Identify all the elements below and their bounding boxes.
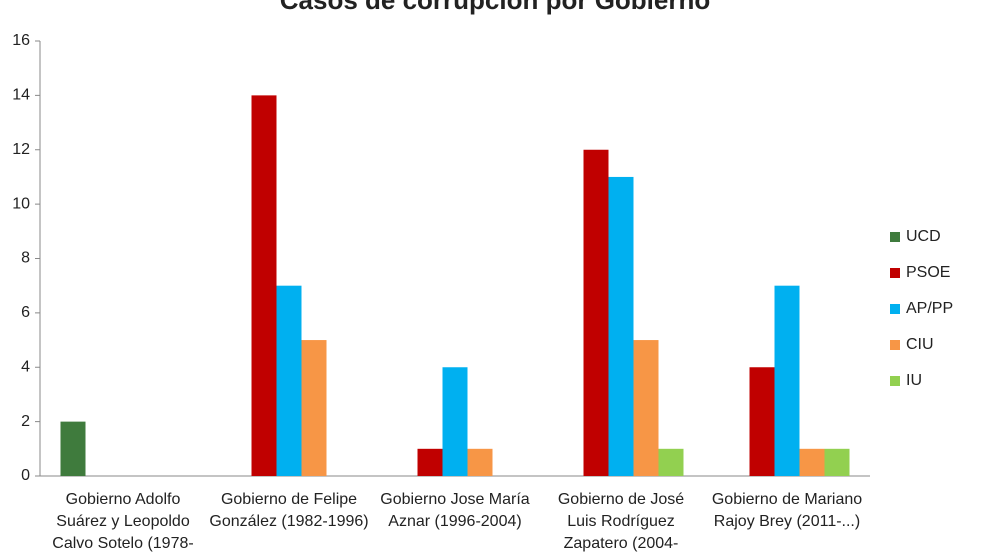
x-tick-label: Gobierno de Mariano Rajoy Brey (2011-...… [711, 491, 863, 530]
x-tick-label: Gobierno Jose María Aznar (1996-2004) [380, 491, 530, 530]
bar [251, 95, 277, 476]
y-tick-label: 14 [12, 87, 30, 104]
y-tick-label: 16 [12, 32, 30, 49]
bar [774, 285, 800, 476]
bar [583, 149, 609, 476]
bar [633, 340, 659, 476]
x-tick-label: Gobierno de Felipe González (1982-1996) [209, 491, 369, 530]
legend-swatch [890, 268, 900, 278]
bar [276, 285, 302, 476]
legend-swatch [890, 376, 900, 386]
bar [658, 448, 684, 476]
y-tick-label: 6 [21, 304, 30, 321]
bar [824, 448, 850, 476]
legend-swatch [890, 232, 900, 242]
bar [442, 367, 468, 476]
bar [799, 448, 825, 476]
bar [417, 448, 443, 476]
legend-label: IU [906, 372, 922, 389]
y-tick-label: 0 [21, 467, 30, 484]
legend-swatch [890, 304, 900, 314]
bar [608, 176, 634, 476]
bar [60, 421, 86, 476]
legend-swatch [890, 340, 900, 350]
y-tick-label: 12 [12, 141, 30, 158]
y-tick-label: 2 [21, 413, 30, 430]
y-tick-label: 10 [12, 195, 30, 212]
legend-label: AP/PP [906, 300, 953, 317]
legend-label: UCD [906, 228, 941, 245]
y-tick-label: 4 [21, 358, 30, 375]
x-tick-label: Gobierno de José Luis Rodríguez Zapatero… [557, 491, 685, 552]
y-tick-label: 8 [21, 250, 30, 267]
legend-label: PSOE [906, 264, 950, 281]
bar [467, 448, 493, 476]
x-tick-label: Gobierno Adolfo Suárez y Leopoldo Calvo … [52, 491, 194, 552]
legend-label: CIU [906, 336, 934, 353]
chart-title: Casos de corrupción por Gobierno [280, 0, 711, 15]
bar [301, 340, 327, 476]
bar [749, 367, 775, 476]
